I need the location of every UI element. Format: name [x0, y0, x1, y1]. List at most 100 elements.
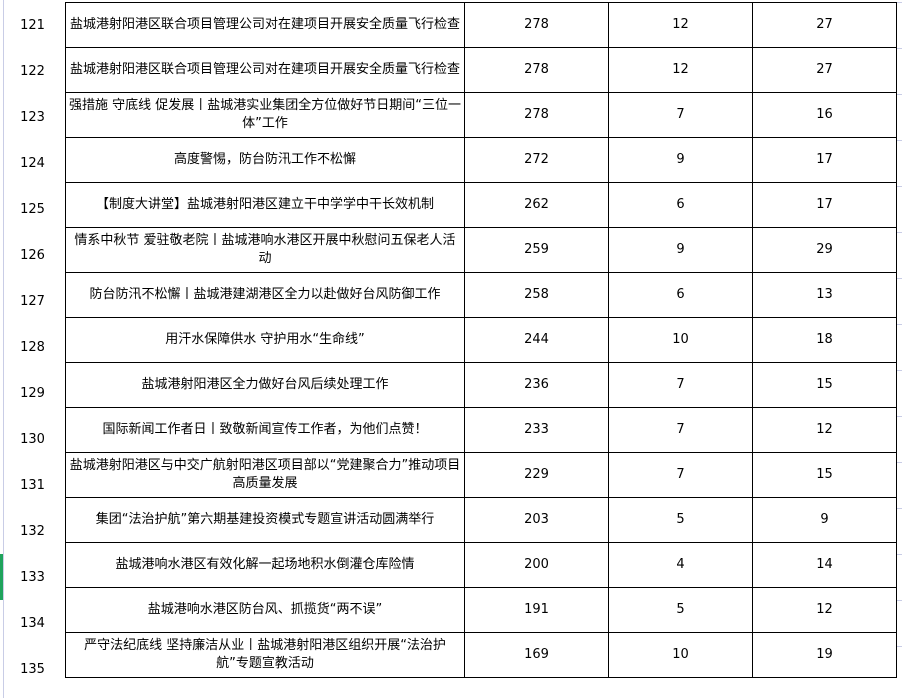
gridline	[897, 508, 902, 509]
row-number: 123	[20, 109, 45, 125]
value-b-cell[interactable]: 10	[608, 632, 753, 678]
value-c-cell[interactable]: 29	[752, 227, 897, 273]
value-c-cell[interactable]: 16	[752, 92, 897, 138]
value-b-cell[interactable]: 9	[608, 227, 753, 273]
value-b-cell[interactable]: 6	[608, 182, 753, 228]
row-number: 134	[20, 615, 45, 631]
row-number: 133	[20, 569, 45, 585]
value-b-cell[interactable]: 7	[608, 92, 753, 138]
gridline	[897, 370, 902, 371]
title-cell[interactable]: 盐城港响水港区有效化解一起场地积水倒灌仓库险情	[65, 542, 465, 588]
title-cell[interactable]: 严守法纪底线 坚持廉洁从业丨盐城港射阳港区组织开展“法治护航”专题宣教活动	[65, 632, 465, 678]
value-b-cell[interactable]: 9	[608, 137, 753, 183]
value-b-cell[interactable]: 6	[608, 272, 753, 318]
value-c-cell[interactable]: 13	[752, 272, 897, 318]
value-a-cell[interactable]: 244	[464, 317, 609, 363]
table-row: 情系中秋节 爱驻敬老院丨盐城港响水港区开展中秋慰问五保老人活动 259 9 29	[65, 227, 897, 273]
value-a-cell[interactable]: 229	[464, 452, 609, 498]
title-cell[interactable]: 盐城港射阳港区联合项目管理公司对在建项目开展安全质量飞行检查	[65, 2, 465, 48]
value-c-cell[interactable]: 15	[752, 452, 897, 498]
value-a-cell[interactable]: 278	[464, 2, 609, 48]
value-c-cell[interactable]: 9	[752, 497, 897, 543]
gridline	[897, 48, 902, 49]
row-index-cell[interactable]: 129	[0, 370, 65, 416]
value-a-cell[interactable]: 278	[464, 47, 609, 93]
gridline	[897, 600, 902, 601]
value-b-cell[interactable]: 4	[608, 542, 753, 588]
value-a-cell[interactable]: 272	[464, 137, 609, 183]
value-b-cell[interactable]: 7	[608, 452, 753, 498]
value-c-cell[interactable]: 18	[752, 317, 897, 363]
title-cell[interactable]: 国际新闻工作者日丨致敬新闻宣传工作者，为他们点赞！	[65, 407, 465, 453]
value-a-cell[interactable]: 262	[464, 182, 609, 228]
value-a-cell[interactable]: 233	[464, 407, 609, 453]
value-a-cell[interactable]: 258	[464, 272, 609, 318]
title-cell[interactable]: 防台防汛不松懈丨盐城港建湖港区全力以赴做好台风防御工作	[65, 272, 465, 318]
row-number: 126	[20, 247, 45, 263]
value-c-cell[interactable]: 14	[752, 542, 897, 588]
row-number: 135	[20, 661, 45, 677]
row-index-cell[interactable]: 131	[0, 462, 65, 508]
gridline	[897, 554, 902, 555]
title-cell[interactable]: 高度警惕，防台防汛工作不松懈	[65, 137, 465, 183]
title-cell[interactable]: 强措施 守底线 促发展丨盐城港实业集团全方位做好节日期间“三位一体”工作	[65, 92, 465, 138]
value-c-cell[interactable]: 12	[752, 407, 897, 453]
row-number: 128	[20, 339, 45, 355]
row-index-cell[interactable]: 126	[0, 232, 65, 278]
table-row: 盐城港射阳港区全力做好台风后续处理工作 236 7 15	[65, 362, 897, 408]
value-b-cell[interactable]: 7	[608, 407, 753, 453]
row-index-cell[interactable]: 128	[0, 324, 65, 370]
value-a-cell[interactable]: 169	[464, 632, 609, 678]
title-cell[interactable]: 盐城港响水港区防台风、抓揽货“两不误”	[65, 587, 465, 633]
row-index-cell[interactable]: 133	[0, 554, 65, 600]
gridline	[897, 140, 902, 141]
value-b-cell[interactable]: 12	[608, 2, 753, 48]
value-c-cell[interactable]: 19	[752, 632, 897, 678]
value-a-cell[interactable]: 191	[464, 587, 609, 633]
value-c-cell[interactable]: 12	[752, 587, 897, 633]
value-a-cell[interactable]: 236	[464, 362, 609, 408]
row-index-cell[interactable]: 125	[0, 186, 65, 232]
row-number: 132	[20, 523, 45, 539]
row-number: 124	[20, 155, 45, 171]
value-c-cell[interactable]: 27	[752, 2, 897, 48]
value-c-cell[interactable]: 15	[752, 362, 897, 408]
value-a-cell[interactable]: 200	[464, 542, 609, 588]
row-index-cell[interactable]: 122	[0, 48, 65, 94]
value-b-cell[interactable]: 5	[608, 587, 753, 633]
row-index-cell[interactable]: 132	[0, 508, 65, 554]
row-index-cell[interactable]: 134	[0, 600, 65, 646]
table-row: 严守法纪底线 坚持廉洁从业丨盐城港射阳港区组织开展“法治护航”专题宣教活动 169…	[65, 632, 897, 678]
title-cell[interactable]: 盐城港射阳港区联合项目管理公司对在建项目开展安全质量飞行检查	[65, 47, 465, 93]
value-b-cell[interactable]: 12	[608, 47, 753, 93]
gridline	[897, 324, 902, 325]
value-b-cell[interactable]: 5	[608, 497, 753, 543]
row-number: 130	[20, 431, 45, 447]
row-index-cell[interactable]: 130	[0, 416, 65, 462]
value-b-cell[interactable]: 7	[608, 362, 753, 408]
value-a-cell[interactable]: 278	[464, 92, 609, 138]
row-number: 125	[20, 201, 45, 217]
table-row: 防台防汛不松懈丨盐城港建湖港区全力以赴做好台风防御工作 258 6 13	[65, 272, 897, 318]
title-cell[interactable]: 用汗水保障供水 守护用水“生命线”	[65, 317, 465, 363]
gridline	[897, 94, 902, 95]
value-a-cell[interactable]: 203	[464, 497, 609, 543]
row-index-cell[interactable]: 127	[0, 278, 65, 324]
value-c-cell[interactable]: 27	[752, 47, 897, 93]
table-row: 强措施 守底线 促发展丨盐城港实业集团全方位做好节日期间“三位一体”工作 278 7…	[65, 92, 897, 138]
title-cell[interactable]: 盐城港射阳港区与中交广航射阳港区项目部以“党建聚合力”推动项目高质量发展	[65, 452, 465, 498]
title-cell[interactable]: 【制度大讲堂】盐城港射阳港区建立干中学学中干长效机制	[65, 182, 465, 228]
value-b-cell[interactable]: 10	[608, 317, 753, 363]
title-cell[interactable]: 盐城港射阳港区全力做好台风后续处理工作	[65, 362, 465, 408]
value-a-cell[interactable]: 259	[464, 227, 609, 273]
row-index-cell[interactable]: 121	[0, 2, 65, 48]
row-index-cell[interactable]: 123	[0, 94, 65, 140]
row-index-cell[interactable]: 135	[0, 646, 65, 692]
title-cell[interactable]: 情系中秋节 爱驻敬老院丨盐城港响水港区开展中秋慰问五保老人活动	[65, 227, 465, 273]
value-c-cell[interactable]: 17	[752, 182, 897, 228]
title-cell[interactable]: 集团“法治护航”第六期基建投资模式专题宣讲活动圆满举行	[65, 497, 465, 543]
row-number-column: 121 122 123 124 125 126 127 128 129 130 131 132 133 1…	[0, 2, 65, 692]
row-index-cell[interactable]: 124	[0, 140, 65, 186]
value-c-cell[interactable]: 17	[752, 137, 897, 183]
